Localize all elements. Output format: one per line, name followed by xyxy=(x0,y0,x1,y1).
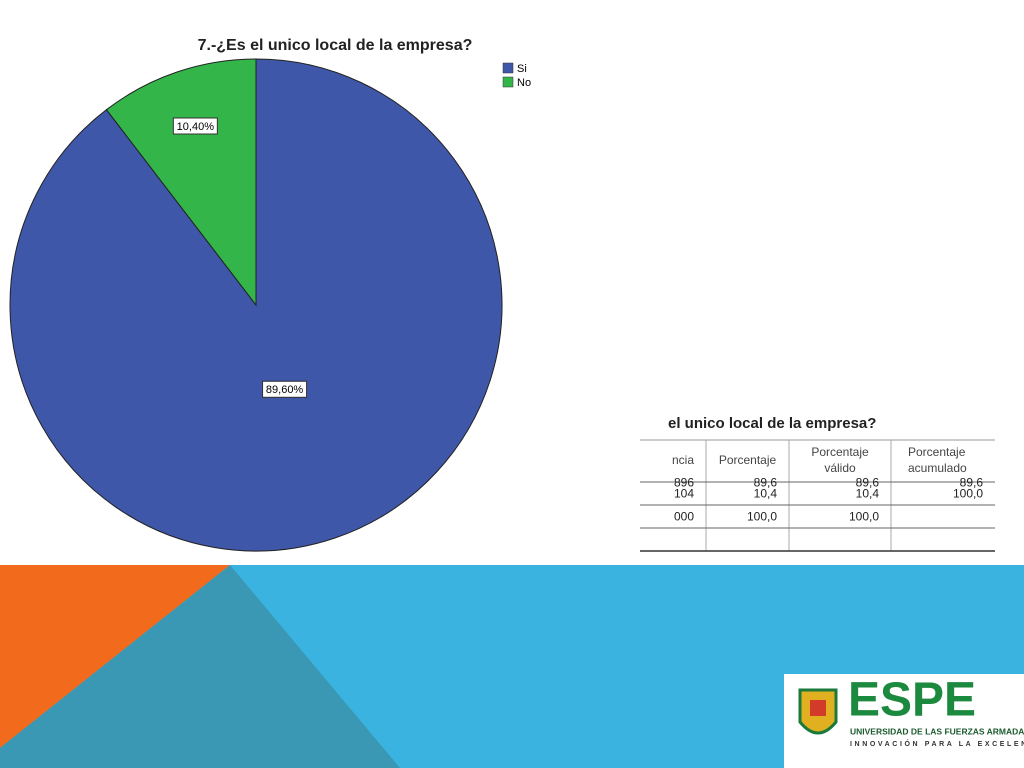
logo-line1: UNIVERSIDAD DE LAS FUERZAS ARMADAS xyxy=(850,726,1024,736)
table-cell: 100,0 xyxy=(953,487,983,501)
logo-line2: INNOVACIÓN PARA LA EXCELENCIA xyxy=(850,739,1024,748)
table-cell: 896 xyxy=(674,476,694,490)
table-title: el unico local de la empresa? xyxy=(668,415,876,432)
table-header: ncia xyxy=(672,453,694,467)
chart-title: 7.-¿Es el unico local de la empresa? xyxy=(198,37,473,54)
label-box xyxy=(172,117,218,135)
teal-triangle xyxy=(0,565,400,768)
table-cell: 000 xyxy=(674,510,694,524)
table-header: válido xyxy=(824,461,856,475)
table-header: Porcentaje xyxy=(719,453,777,467)
table-cell: 100,0 xyxy=(849,510,879,524)
logo-name: ESPE xyxy=(848,674,976,727)
pie-slice xyxy=(105,58,257,307)
data-label: 10,40% xyxy=(177,121,215,133)
table-header: Porcentaje xyxy=(811,445,869,459)
logo-emblem xyxy=(810,700,826,716)
data-label: 89,60% xyxy=(266,384,304,396)
label-box xyxy=(262,380,308,398)
table-cell: 104 xyxy=(674,487,694,501)
table-cell: 10,4 xyxy=(856,487,880,501)
legend-label: No xyxy=(517,77,531,89)
legend-label: Si xyxy=(517,63,527,75)
table-header: acumulado xyxy=(908,461,967,475)
legend-swatch xyxy=(502,62,514,74)
table-cell: 100,0 xyxy=(747,510,777,524)
table-cell: 89,6 xyxy=(856,476,880,490)
table-cell: 10,4 xyxy=(754,487,778,501)
table-header: Porcentaje xyxy=(908,445,966,459)
table-cell: 89,6 xyxy=(754,476,778,490)
legend-swatch xyxy=(502,76,514,88)
table-cell: 89,6 xyxy=(960,476,984,490)
